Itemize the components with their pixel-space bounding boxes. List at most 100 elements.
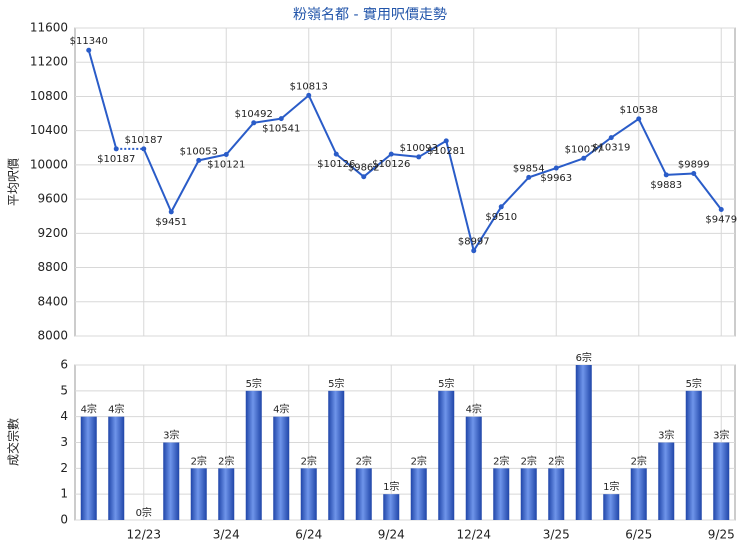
plot-area (74, 27, 736, 337)
data-label: $10492 (235, 109, 273, 120)
bar (300, 468, 317, 520)
line-segment (142, 148, 173, 213)
line-segment (87, 49, 118, 150)
bar (685, 390, 702, 520)
line-segment (610, 118, 640, 139)
data-label: 5宗 (328, 377, 344, 390)
bar (328, 390, 345, 520)
bar (493, 468, 510, 520)
line-segment (225, 122, 255, 156)
data-label: 5宗 (246, 377, 262, 390)
y-tick-label: 6 (60, 358, 68, 372)
point (581, 155, 587, 161)
data-label: $10077 (565, 144, 603, 155)
bar (190, 468, 207, 520)
x-tick-label: 6/24 (295, 528, 322, 542)
data-label: 2宗 (521, 454, 537, 467)
data-label: 5宗 (686, 377, 702, 390)
data-label: $10319 (592, 143, 630, 154)
bar (575, 365, 592, 520)
data-label: 4宗 (81, 403, 97, 416)
bar (603, 494, 620, 520)
data-label: 3宗 (658, 429, 674, 442)
point (471, 248, 477, 254)
data-label: $10281 (427, 146, 465, 157)
data-label: 2宗 (411, 454, 427, 467)
point (718, 206, 724, 212)
bar (438, 390, 455, 520)
point (113, 146, 119, 152)
bar (273, 416, 290, 520)
y-tick-label: 4 (60, 409, 68, 423)
line-segment (500, 176, 530, 208)
data-label: $9963 (540, 173, 572, 184)
line-segment (418, 139, 447, 158)
data-label: 4宗 (108, 403, 124, 416)
data-label: 2宗 (548, 454, 564, 467)
data-label: 1宗 (603, 480, 619, 493)
data-label: 3宗 (163, 429, 179, 442)
bar (658, 442, 675, 520)
data-label: $10541 (262, 124, 300, 135)
x-tick-label: 3/24 (213, 528, 240, 542)
x-tick-label: 6/25 (625, 528, 652, 542)
y-tick-label: 10000 (30, 157, 68, 171)
bar (713, 442, 730, 520)
point (306, 92, 312, 98)
data-label: $10538 (620, 105, 658, 116)
data-label: $10187 (125, 135, 163, 146)
chart-title: 粉嶺名都 - 實用呎價走勢 (293, 6, 447, 23)
point (86, 47, 92, 53)
data-label: $9854 (513, 163, 545, 174)
data-label: $10813 (290, 81, 328, 92)
data-label: 3宗 (713, 429, 729, 442)
bar (383, 494, 400, 520)
y-tick-label: 11600 (30, 21, 68, 35)
line-segment (170, 159, 200, 213)
data-label: 6宗 (576, 351, 592, 364)
data-label: $9451 (155, 217, 187, 228)
y-tick-label: 1 (60, 487, 68, 501)
y-tick-label: 5 (60, 383, 68, 397)
line-segment (637, 118, 668, 176)
y-tick-label: 3 (60, 435, 68, 449)
point (196, 157, 202, 163)
point (416, 154, 422, 160)
data-label: $9899 (678, 160, 710, 171)
data-label: 0宗 (136, 506, 152, 519)
point (663, 172, 669, 178)
point (333, 151, 339, 157)
bar (80, 416, 97, 520)
y-tick-label: 0 (60, 513, 68, 527)
x-tick-label: 12/23 (126, 528, 161, 542)
line-segment (472, 206, 503, 252)
line-segment (445, 140, 475, 251)
data-label: $10126 (317, 159, 355, 170)
data-label: $8997 (458, 237, 490, 248)
point (361, 174, 367, 180)
line-segment (363, 153, 392, 178)
bar (520, 468, 537, 520)
line-segment (528, 167, 557, 179)
y-tick-label: 10800 (30, 89, 68, 103)
data-label: 4宗 (273, 403, 289, 416)
y-tick-label: 10400 (30, 123, 68, 137)
line-segment (253, 117, 282, 124)
bar (548, 468, 565, 520)
line-segment (692, 172, 723, 211)
point (141, 146, 147, 152)
data-label: 2宗 (631, 454, 647, 467)
y-tick-label: 8800 (37, 260, 68, 274)
data-label: 2宗 (218, 454, 234, 467)
x-tick-label: 9/25 (708, 528, 735, 542)
data-label: $9883 (650, 180, 682, 191)
y-tick-label: 9200 (37, 226, 68, 240)
data-label: 2宗 (191, 454, 207, 467)
point (168, 209, 174, 215)
line-segment (280, 94, 310, 120)
point (636, 116, 642, 122)
point (278, 116, 284, 122)
data-label: $9862 (348, 163, 380, 174)
y-tick-label: 2 (60, 461, 68, 475)
